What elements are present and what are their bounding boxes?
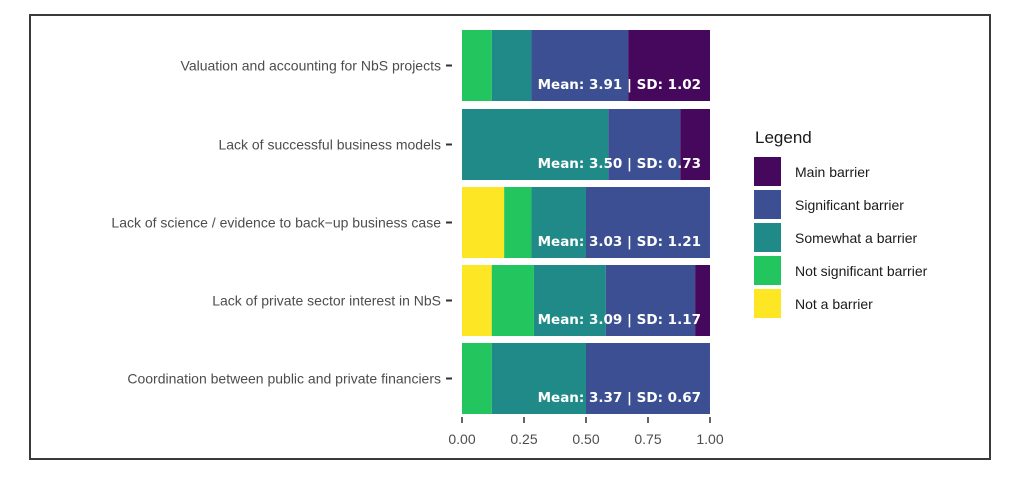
bar-segment [491,30,532,101]
bar-segment [586,187,710,258]
bar-segment [695,265,710,336]
bar-segment [462,30,492,101]
legend-label: Main barrier [795,164,870,180]
bar-segment [462,265,492,336]
bar-segment [680,109,710,180]
category-label: Valuation and accounting for NbS project… [181,58,441,74]
bar-segment [533,265,606,336]
bar-segment [531,187,586,258]
x-tick-label: 0.00 [448,431,475,447]
bar-segment [462,343,492,414]
legend-label: Significant barrier [795,197,904,213]
legend-title: Legend [755,128,812,147]
legend-swatch [754,157,781,186]
bar-segment [608,109,681,180]
bar-segment [605,265,696,336]
category-label: Lack of successful business models [218,137,441,153]
bar-segment [491,265,534,336]
bar-stat-label: Mean: 3.91 | SD: 1.02 [538,77,701,93]
x-tick-label: 0.75 [634,431,661,447]
category-label: Coordination between public and private … [127,371,441,387]
x-tick-label: 0.25 [510,431,537,447]
legend-swatch [754,190,781,219]
legend-swatch [754,289,781,318]
bar-stat-label: Mean: 3.03 | SD: 1.21 [538,234,701,250]
category-label: Lack of private sector interest in NbS [212,293,441,309]
legend-swatch [754,223,781,252]
bar-segment [462,187,505,258]
bar-stat-label: Mean: 3.09 | SD: 1.17 [538,312,701,328]
x-tick-label: 0.50 [572,431,599,447]
legend-label: Somewhat a barrier [795,230,918,246]
bar-segment [586,343,710,414]
bar-segment [628,30,710,101]
x-tick-label: 1.00 [696,431,723,447]
category-label: Lack of science / evidence to back−up bu… [111,215,441,231]
legend-label: Not a barrier [795,296,873,312]
bar-segment [491,343,586,414]
legend-label: Not significant barrier [795,263,928,279]
bar-segment [504,187,532,258]
legend-swatch [754,256,781,285]
bar-stat-label: Mean: 3.37 | SD: 0.67 [538,390,701,406]
bar-segment [462,109,609,180]
bar-segment [531,30,629,101]
bar-stat-label: Mean: 3.50 | SD: 0.73 [538,156,701,172]
